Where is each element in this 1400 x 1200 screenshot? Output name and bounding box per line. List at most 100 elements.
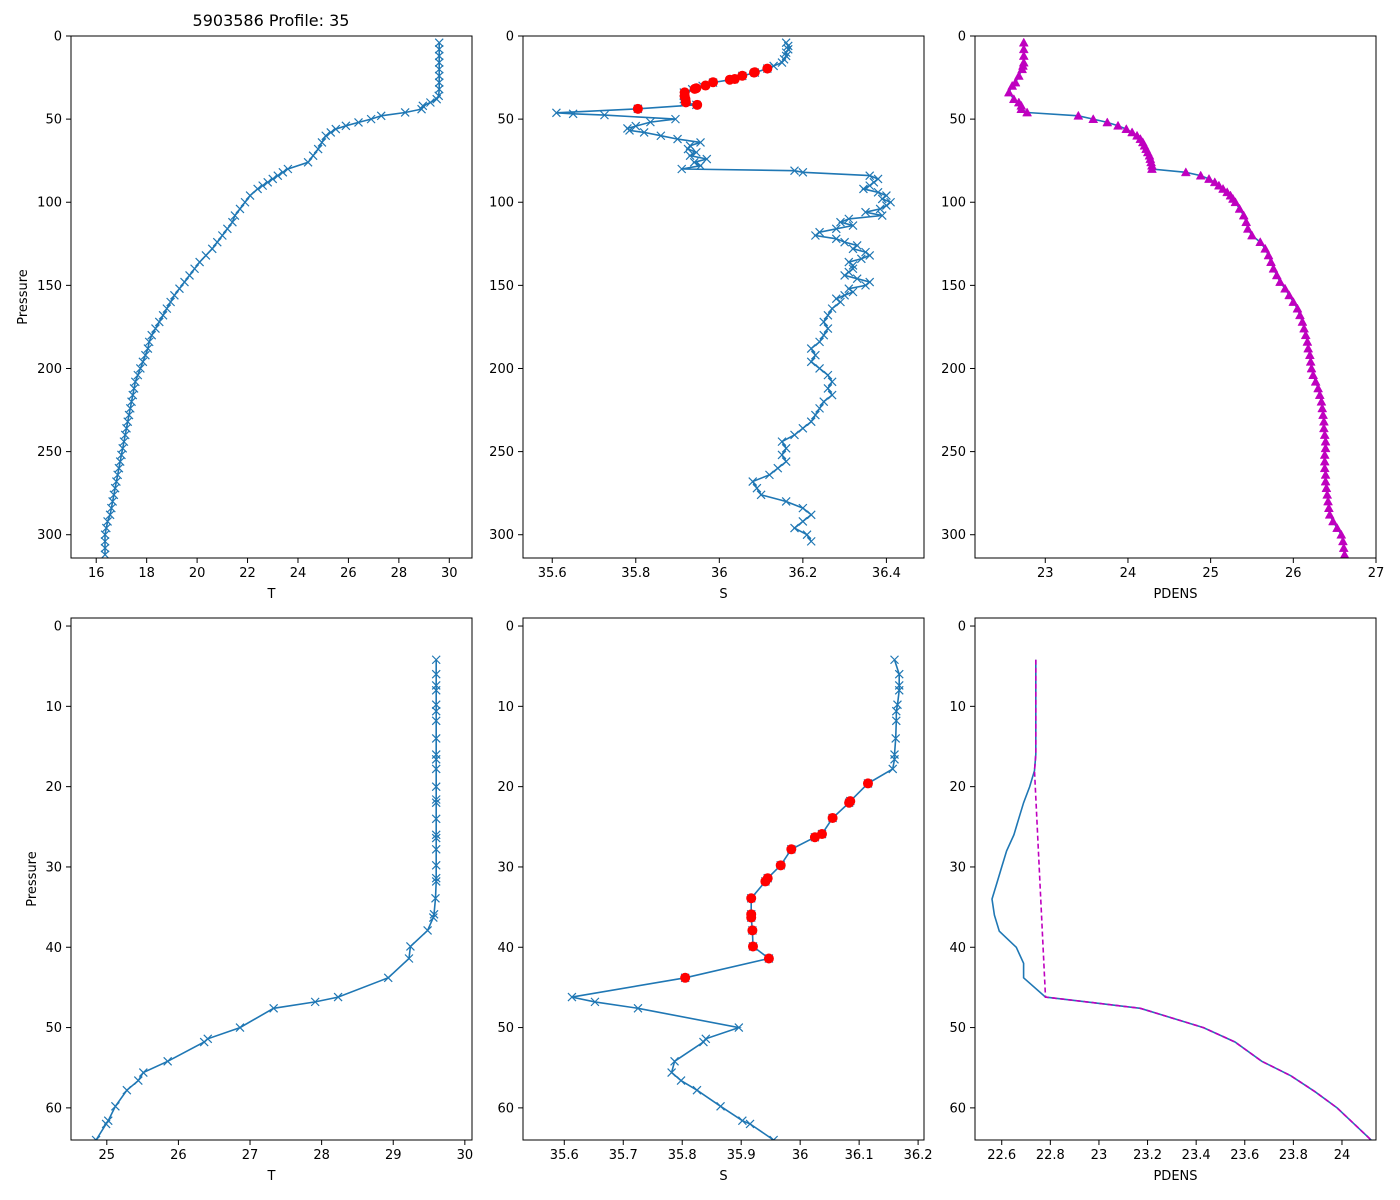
data-point — [1314, 390, 1325, 399]
y-tick-label: 0 — [506, 620, 514, 635]
data-point — [1324, 509, 1335, 519]
y-tick-label: 50 — [949, 1021, 966, 1036]
data-point — [696, 161, 705, 171]
data-point — [434, 78, 444, 87]
data-point — [240, 197, 250, 207]
data-point — [273, 171, 283, 181]
flagged-point — [862, 778, 873, 789]
data-point — [431, 716, 441, 726]
x-tick-label: 25 — [1202, 566, 1219, 581]
y-tick-label: 10 — [949, 700, 966, 715]
x-tick-label: 28 — [391, 566, 408, 581]
data-point — [819, 330, 829, 340]
y-tick-label: 200 — [941, 362, 966, 377]
flagged-point — [762, 63, 773, 74]
data-point — [1008, 94, 1019, 104]
y-tick-label: 50 — [949, 113, 966, 128]
data-point — [1260, 243, 1271, 253]
flagged-point — [680, 972, 691, 983]
data-point — [752, 483, 762, 493]
data-point — [1313, 383, 1324, 393]
data-point — [781, 457, 791, 467]
data-point — [91, 1135, 101, 1140]
data-point — [1295, 310, 1305, 320]
data-point — [891, 734, 901, 743]
data-point — [844, 284, 854, 294]
data-point — [431, 782, 441, 792]
panel-bottom-S: 35.6 35.7 35.8 35.9 36 36.1 36.2 0 10 20 30 40 50 60 S — [497, 617, 933, 1184]
x-tick-label: 35.8 — [621, 566, 650, 581]
data-point — [844, 257, 854, 267]
data-point — [1127, 127, 1138, 137]
data-point — [143, 344, 153, 353]
flagged-point — [680, 97, 691, 108]
plot-area — [567, 655, 904, 1140]
data-point — [317, 137, 327, 147]
data-point — [1016, 104, 1027, 113]
data-point — [434, 58, 444, 68]
x-tick-label: 16 — [88, 566, 105, 581]
data-point — [625, 126, 634, 135]
data-point — [815, 403, 824, 413]
data-point — [258, 181, 268, 191]
data-point — [313, 144, 323, 154]
y-tick-label: 250 — [37, 445, 62, 460]
data-point — [1332, 523, 1343, 532]
data-point — [894, 685, 904, 695]
data-point — [1247, 230, 1257, 240]
y-tick-label: 150 — [37, 279, 62, 294]
data-point — [333, 992, 343, 1002]
data-point — [734, 1023, 744, 1032]
data-point — [138, 1068, 148, 1077]
data-point — [781, 48, 791, 58]
data-point — [245, 191, 255, 201]
data-point — [166, 297, 176, 307]
y-tick-label: 250 — [941, 445, 966, 460]
y-tick-label: 0 — [958, 30, 966, 45]
x-tick-label: 20 — [189, 566, 206, 581]
data-point — [428, 913, 438, 922]
data-point — [836, 217, 845, 227]
data-point — [1339, 549, 1350, 558]
data-point — [810, 231, 820, 240]
y-tick-label: 300 — [941, 528, 966, 543]
data-point — [212, 237, 222, 247]
flagged-point — [763, 953, 774, 964]
data-point — [122, 1085, 132, 1095]
data-point — [163, 1056, 173, 1066]
data-point — [431, 893, 440, 903]
data-point — [162, 304, 172, 314]
data-point — [840, 237, 850, 247]
data-point — [840, 290, 850, 300]
data-point — [1234, 203, 1245, 213]
data-point — [431, 860, 441, 870]
data-point — [848, 260, 858, 270]
data-point — [861, 247, 870, 257]
data-point — [308, 151, 318, 161]
data-point — [431, 814, 441, 824]
x-axis-label: PDENS — [1153, 587, 1197, 602]
y-tick-label: 20 — [949, 780, 966, 795]
data-point — [673, 134, 682, 144]
data-point — [823, 310, 833, 320]
data-point — [1204, 173, 1214, 183]
x-axis-label: T — [267, 1169, 276, 1184]
data-point — [685, 151, 695, 161]
data-point — [737, 1116, 747, 1126]
data-point — [806, 510, 816, 520]
data-point — [844, 267, 854, 277]
x-tick-label: 35.7 — [609, 1148, 638, 1163]
data-point — [105, 510, 115, 520]
data-point — [1275, 277, 1286, 286]
data-point — [827, 390, 837, 400]
y-tick-label: 250 — [489, 445, 514, 460]
data-point — [689, 157, 699, 167]
data-point — [434, 64, 444, 74]
x-tick-label: 26 — [170, 1148, 187, 1163]
data-point — [1336, 529, 1347, 539]
data-point — [840, 270, 850, 280]
data-point — [431, 764, 441, 774]
data-point — [154, 317, 164, 327]
